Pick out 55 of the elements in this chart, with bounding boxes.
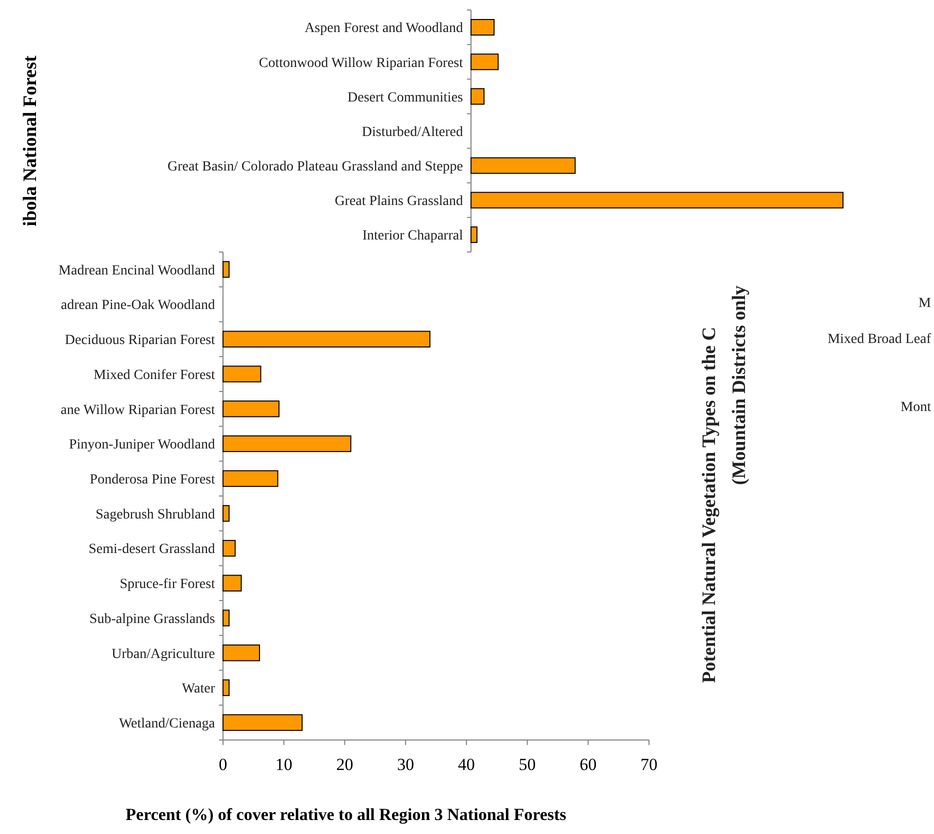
text: M: [918, 296, 932, 311]
y-tick-label: Great Plains Grassland: [334, 194, 463, 210]
bar: [222, 330, 430, 348]
text: (Mountain Districts only: [729, 285, 750, 485]
text: Mixed Broad Leaf: [828, 332, 932, 347]
y-tick-label: Cottonwood Willow Riparian Forest: [258, 56, 464, 71]
x-tick-label: 50: [518, 755, 536, 774]
bar: [470, 192, 844, 208]
y-tick-label: Madrean Encinal Woodland: [58, 263, 215, 278]
y-tick-label: Ponderosa Pine Forest: [90, 472, 216, 488]
bar: [222, 435, 352, 452]
bar: [470, 88, 485, 105]
bar: [222, 261, 230, 278]
bar: [470, 157, 576, 174]
y-tick-label: adrean Pine-Oak Woodland: [60, 298, 215, 314]
bar: [222, 574, 242, 592]
bar: [222, 679, 230, 696]
y-tick-label: Desert Communities: [348, 90, 463, 106]
y-tick-label: ane Willow Riparian Forest: [60, 402, 216, 418]
y-tick-label: Semi-desert Grassland: [88, 542, 215, 558]
text: Mont: [900, 400, 932, 415]
y-tick-label: Mixed Conifer Forest: [94, 368, 216, 383]
x-tick-label: 40: [458, 755, 475, 774]
y-tick-label: Urban/Agriculture: [112, 646, 215, 662]
x-tick-label: 70: [640, 755, 658, 774]
bar: [222, 714, 303, 731]
x-tick-label: 0: [218, 755, 228, 774]
y-tick-label: Aspen Forest and Woodland: [304, 21, 463, 36]
y-tick-label: Interior Chaparral: [362, 228, 464, 244]
y-tick-label: Deciduous Riparian Forest: [64, 333, 216, 348]
bar: [222, 505, 230, 522]
y-tick-label: Sagebrush Shrubland: [96, 507, 215, 522]
bar: [222, 540, 236, 557]
x-tick-label: 10: [275, 755, 292, 774]
bar: [222, 610, 230, 626]
bar: [222, 366, 262, 382]
bar: [222, 644, 260, 662]
y-tick-label: Pinyon-Juniper Woodland: [69, 438, 215, 453]
y-tick-label: Sub-alpine Grasslands: [89, 612, 215, 627]
bar: [222, 470, 278, 487]
y-tick-label: Disturbed/Altered: [362, 124, 463, 140]
y-axis-title: ibola National Forest: [20, 55, 41, 226]
bar: [470, 19, 495, 36]
text: Potential Natural Vegetation Types on the C: [699, 326, 720, 683]
bar: [222, 400, 280, 418]
x-tick-label: 30: [397, 755, 414, 774]
y-tick-label: Spruce-fir Forest: [120, 577, 216, 592]
y-tick-label: Great Basin/ Colorado Plateau Grassland and Steppe: [168, 159, 463, 174]
y-tick-label: Wetland/Cienaga: [118, 716, 216, 732]
y-tick-label: Water: [182, 682, 216, 697]
bar: [470, 54, 499, 70]
bar: [470, 226, 478, 243]
x-axis-title: Percent (%) of cover relative to all Region 3 National Forests: [126, 805, 567, 824]
x-tick-label: 60: [580, 755, 597, 774]
x-tick-label: 20: [336, 755, 354, 774]
